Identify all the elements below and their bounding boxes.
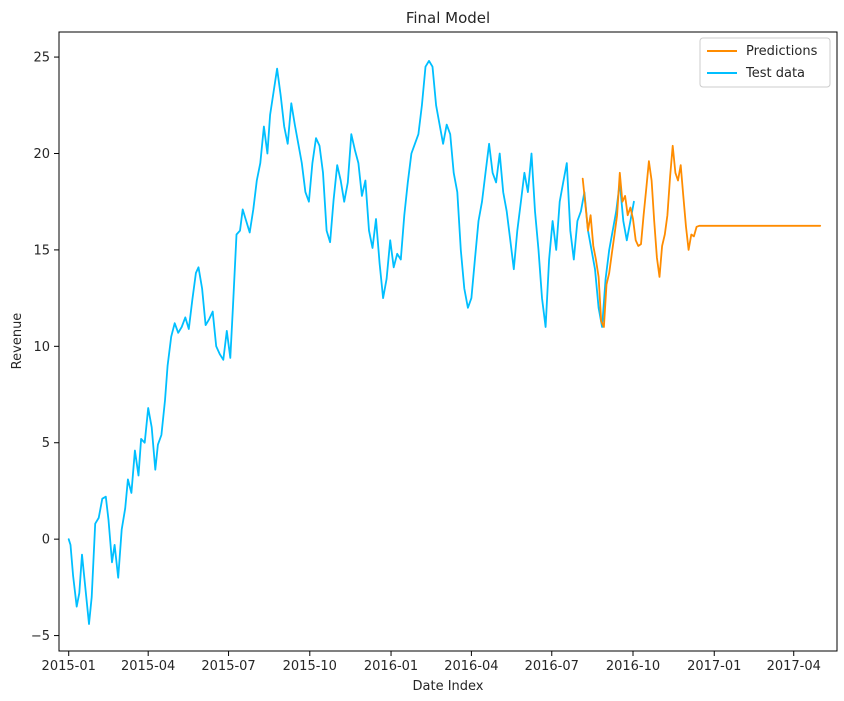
series-line-test-data <box>67 60 635 625</box>
x-axis-label: Date Index <box>413 679 484 694</box>
legend: Predictions Test data <box>699 37 831 88</box>
x-tick-label: 2015-04 <box>121 659 175 674</box>
y-tick-label: 10 <box>33 340 50 355</box>
y-tick-label: 15 <box>33 243 50 258</box>
x-tick-label: 2016-10 <box>606 659 660 674</box>
x-tick-label: 2015-07 <box>201 659 255 674</box>
x-tick-label: 2017-01 <box>687 659 741 674</box>
y-axis-label: Revenue <box>10 313 25 370</box>
plot-background <box>59 32 837 651</box>
x-axis: 2015-01 2015-04 2015-07 2015-10 2016-01 2016-… <box>42 651 821 674</box>
chart-title: Final Model <box>406 9 490 27</box>
y-tick-label: −5 <box>31 629 50 644</box>
y-tick-label: 0 <box>42 533 50 548</box>
x-tick-label: 2015-01 <box>42 659 96 674</box>
x-tick-label: 2016-07 <box>525 659 579 674</box>
plot-frame <box>58 31 838 652</box>
plot-area <box>58 31 838 652</box>
legend-label-test-data: Test data <box>745 66 805 81</box>
series-line-predictions <box>581 144 822 328</box>
legend-label-predictions: Predictions <box>746 44 818 59</box>
y-axis: −5 0 5 10 15 20 25 <box>31 51 59 644</box>
x-tick-label: 2015-10 <box>283 659 337 674</box>
x-tick-label: 2016-01 <box>364 659 418 674</box>
y-tick-label: 20 <box>33 147 50 162</box>
y-tick-label: 25 <box>33 51 50 66</box>
y-tick-label: 5 <box>42 436 50 451</box>
x-tick-label: 2017-04 <box>767 659 821 674</box>
x-tick-label: 2016-04 <box>444 659 498 674</box>
series-layer <box>67 60 822 625</box>
